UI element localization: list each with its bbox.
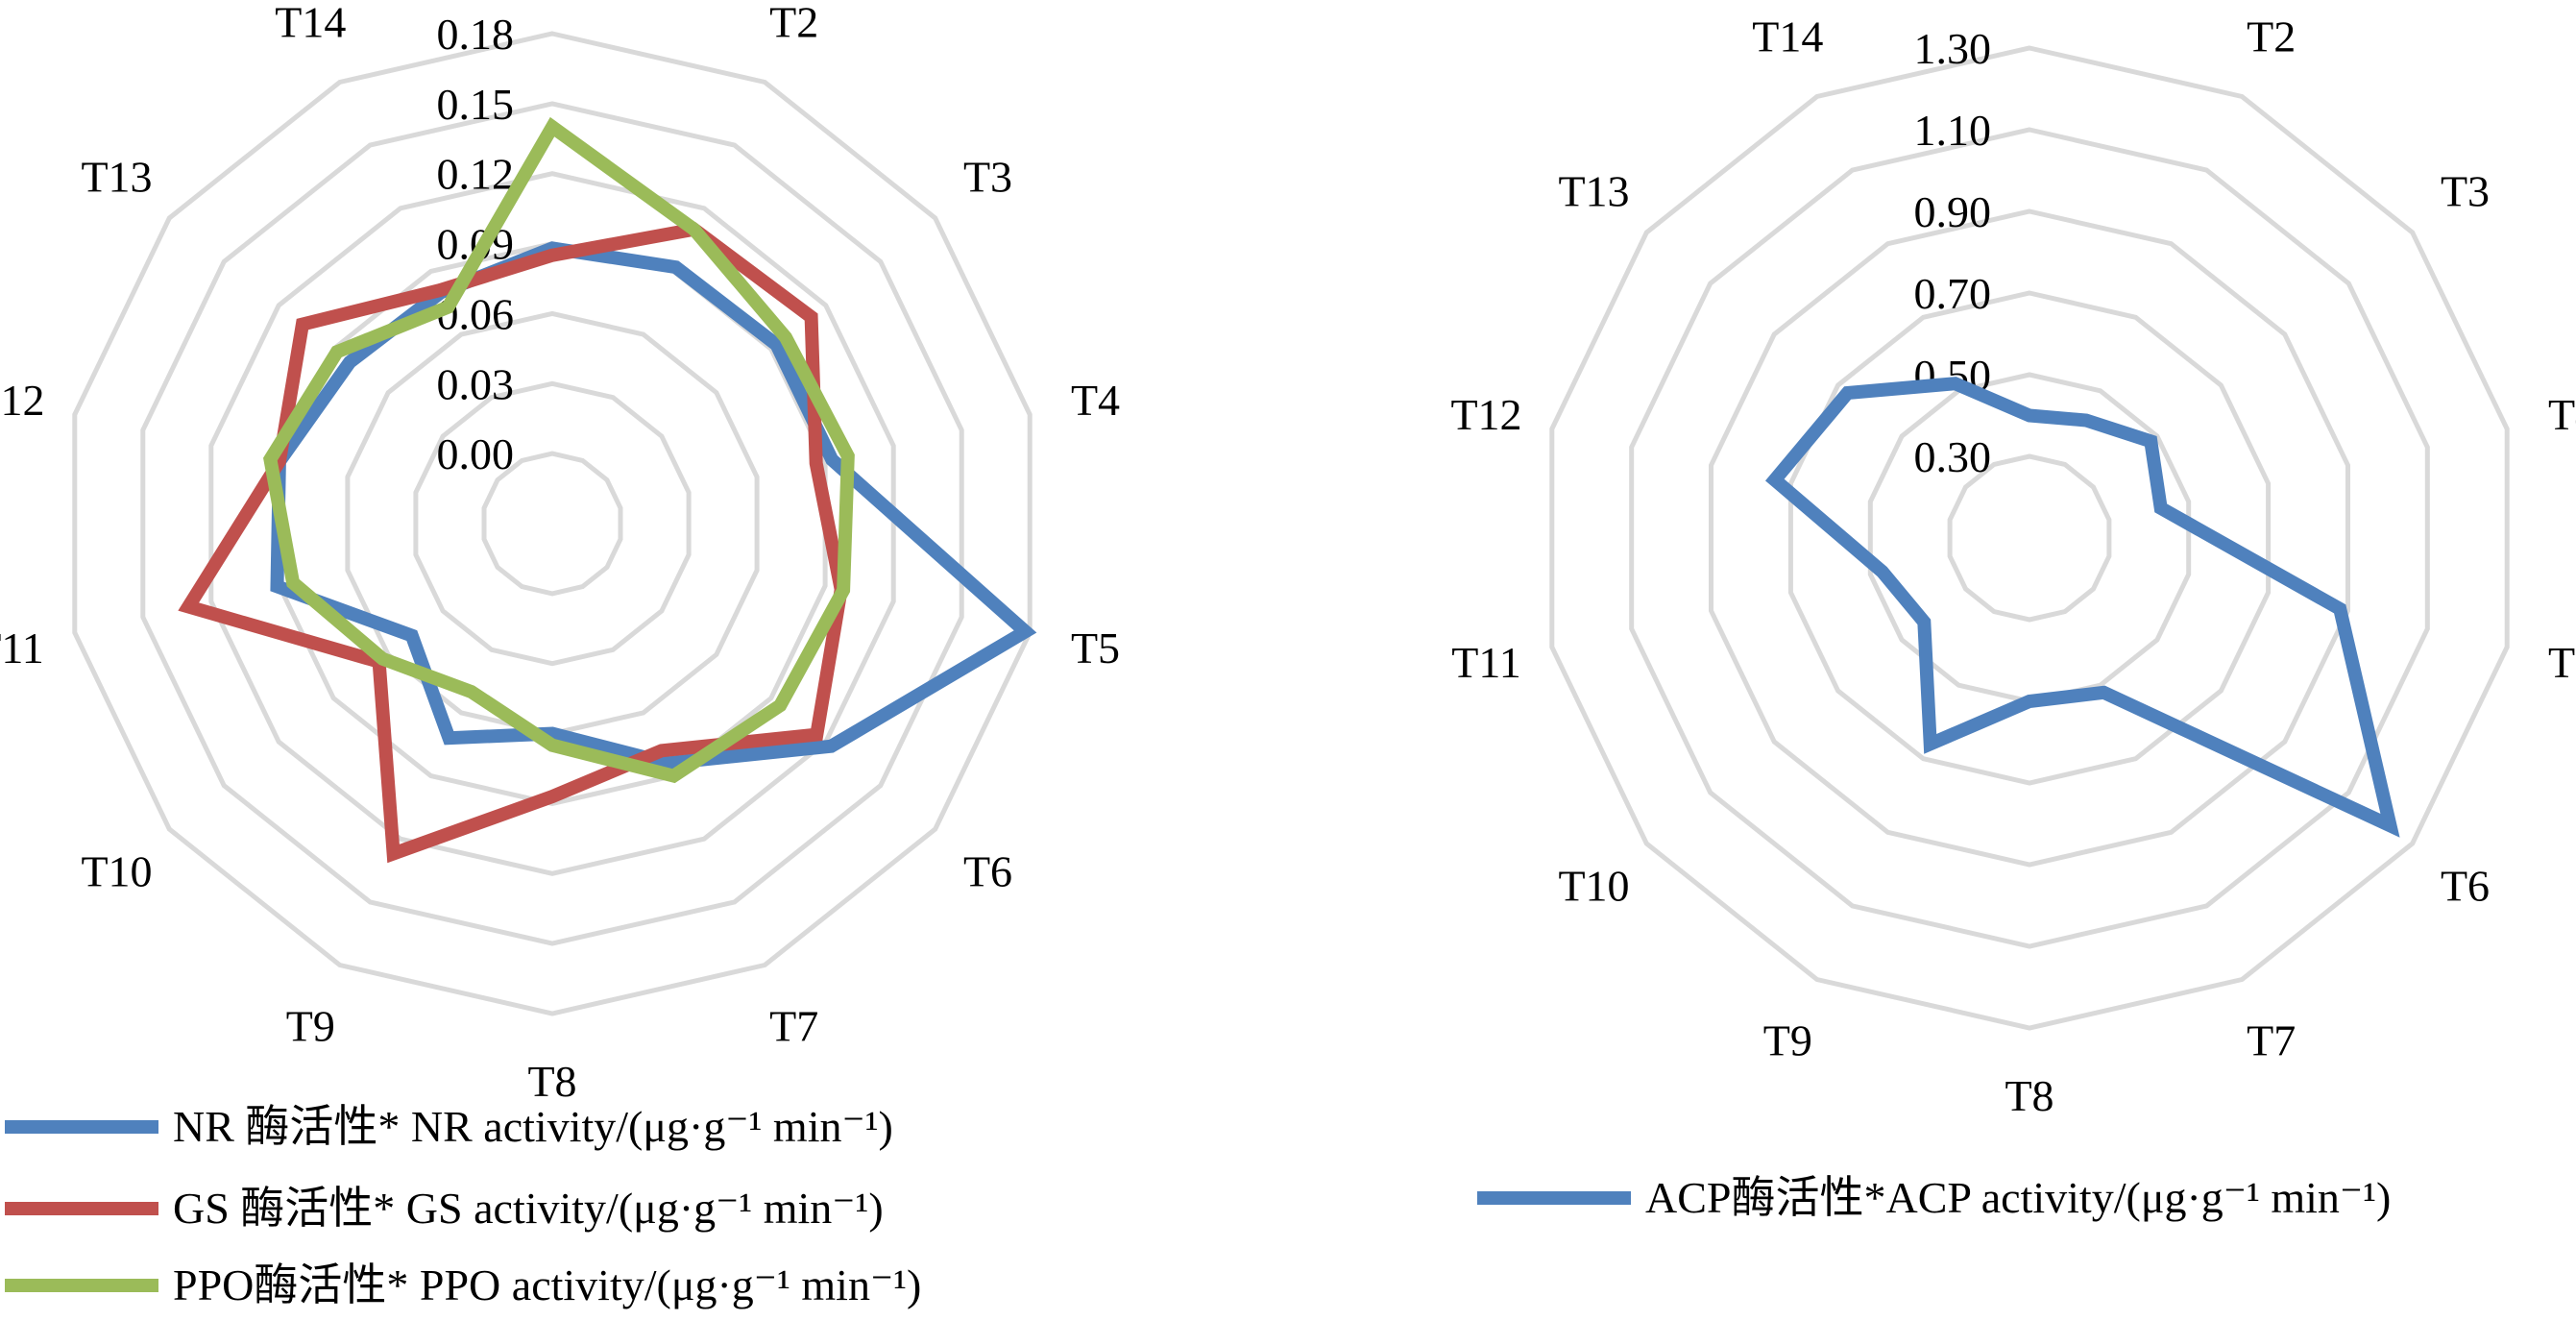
- radar-chart-right: 0.300.500.700.901.101.30T1T2T3T4T5T6T7T8…: [1450, 0, 2576, 1120]
- radar-chart-left: 0.000.030.060.090.120.150.18T1T2T3T4T5T6…: [0, 0, 1120, 1106]
- category-label: T5: [1071, 624, 1120, 673]
- category-label: T4: [1071, 376, 1120, 425]
- grid-ring: [1867, 372, 2192, 704]
- legend-item-ppo: PPO酶活性* PPO activity/(μg·g⁻¹ min⁻¹): [5, 1260, 921, 1309]
- category-label: T11: [1451, 638, 1520, 687]
- legend-left: NR 酶活性* NR activity/(μg·g⁻¹ min⁻¹) GS 酶活…: [5, 1102, 921, 1309]
- grid-ring: [413, 380, 692, 667]
- series-line: [178, 222, 848, 864]
- category-label: T12: [0, 376, 45, 425]
- legend-item-nr: NR 酶活性* NR activity/(μg·g⁻¹ min⁻¹): [5, 1102, 893, 1151]
- grid-ring: [1947, 453, 2112, 623]
- legend-label-gs: GS 酶活性* GS activity/(μg·g⁻¹ min⁻¹): [173, 1184, 884, 1233]
- tick-label: 0.70: [1914, 269, 1992, 318]
- grid-ring: [140, 101, 964, 946]
- tick-label: 0.15: [437, 80, 515, 129]
- category-label: T6: [2441, 862, 2490, 911]
- series-line: [1764, 377, 2400, 838]
- category-label: T6: [963, 847, 1012, 896]
- grid-ring: [208, 171, 896, 876]
- legend-item-gs: GS 酶活性* GS activity/(μg·g⁻¹ min⁻¹): [5, 1184, 884, 1233]
- grid-ring: [1549, 45, 2510, 1031]
- category-label: T14: [275, 0, 346, 46]
- category-label: T12: [1450, 390, 1521, 439]
- legend-right: ACP酶活性*ACP activity/(μg·g⁻¹ min⁻¹): [1477, 1173, 2391, 1222]
- tick-label: 0.18: [437, 10, 515, 59]
- legend-label-nr: NR 酶活性* NR activity/(μg·g⁻¹ min⁻¹): [173, 1102, 893, 1151]
- grid-ring: [1709, 208, 2350, 868]
- category-label: T1: [2005, 0, 2054, 6]
- category-label: T13: [1558, 166, 1629, 215]
- category-label: T2: [769, 0, 818, 46]
- tick-label: 0.03: [437, 359, 515, 408]
- tick-label: 1.10: [1914, 106, 1992, 155]
- category-label: T7: [2247, 1016, 2296, 1065]
- category-label: T10: [81, 847, 152, 896]
- category-label: T7: [769, 1002, 818, 1051]
- category-label: T4: [2548, 390, 2576, 439]
- category-label: T9: [1763, 1016, 1812, 1065]
- category-label: T11: [0, 624, 44, 673]
- series-line: [263, 116, 855, 784]
- grid-ring: [1629, 127, 2430, 949]
- category-label: T13: [81, 152, 152, 201]
- category-label: T8: [2005, 1071, 2054, 1120]
- tick-label: 0.90: [1914, 187, 1992, 236]
- tick-label: 0.00: [437, 429, 515, 478]
- legend-item-acp: ACP酶活性*ACP activity/(μg·g⁻¹ min⁻¹): [1477, 1173, 2391, 1222]
- series-line: [270, 241, 1037, 771]
- grid-ring: [72, 31, 1033, 1016]
- grid-ring: [1787, 290, 2272, 786]
- grid-ring: [277, 241, 828, 806]
- category-label: T8: [527, 1057, 576, 1106]
- legend-label-acp: ACP酶活性*ACP activity/(μg·g⁻¹ min⁻¹): [1645, 1173, 2391, 1222]
- tick-label: 0.30: [1914, 432, 1992, 481]
- category-label: T2: [2247, 12, 2296, 61]
- grid-ring: [481, 451, 623, 597]
- category-label: T9: [286, 1002, 335, 1051]
- category-label: T3: [2441, 166, 2490, 215]
- category-label: T10: [1558, 862, 1629, 911]
- tick-label: 0.12: [437, 150, 515, 199]
- legend-label-ppo: PPO酶活性* PPO activity/(μg·g⁻¹ min⁻¹): [173, 1260, 921, 1309]
- tick-label: 1.30: [1914, 24, 1992, 73]
- category-label: T5: [2548, 638, 2576, 687]
- category-label: T14: [1752, 12, 1823, 61]
- category-label: T3: [963, 152, 1012, 201]
